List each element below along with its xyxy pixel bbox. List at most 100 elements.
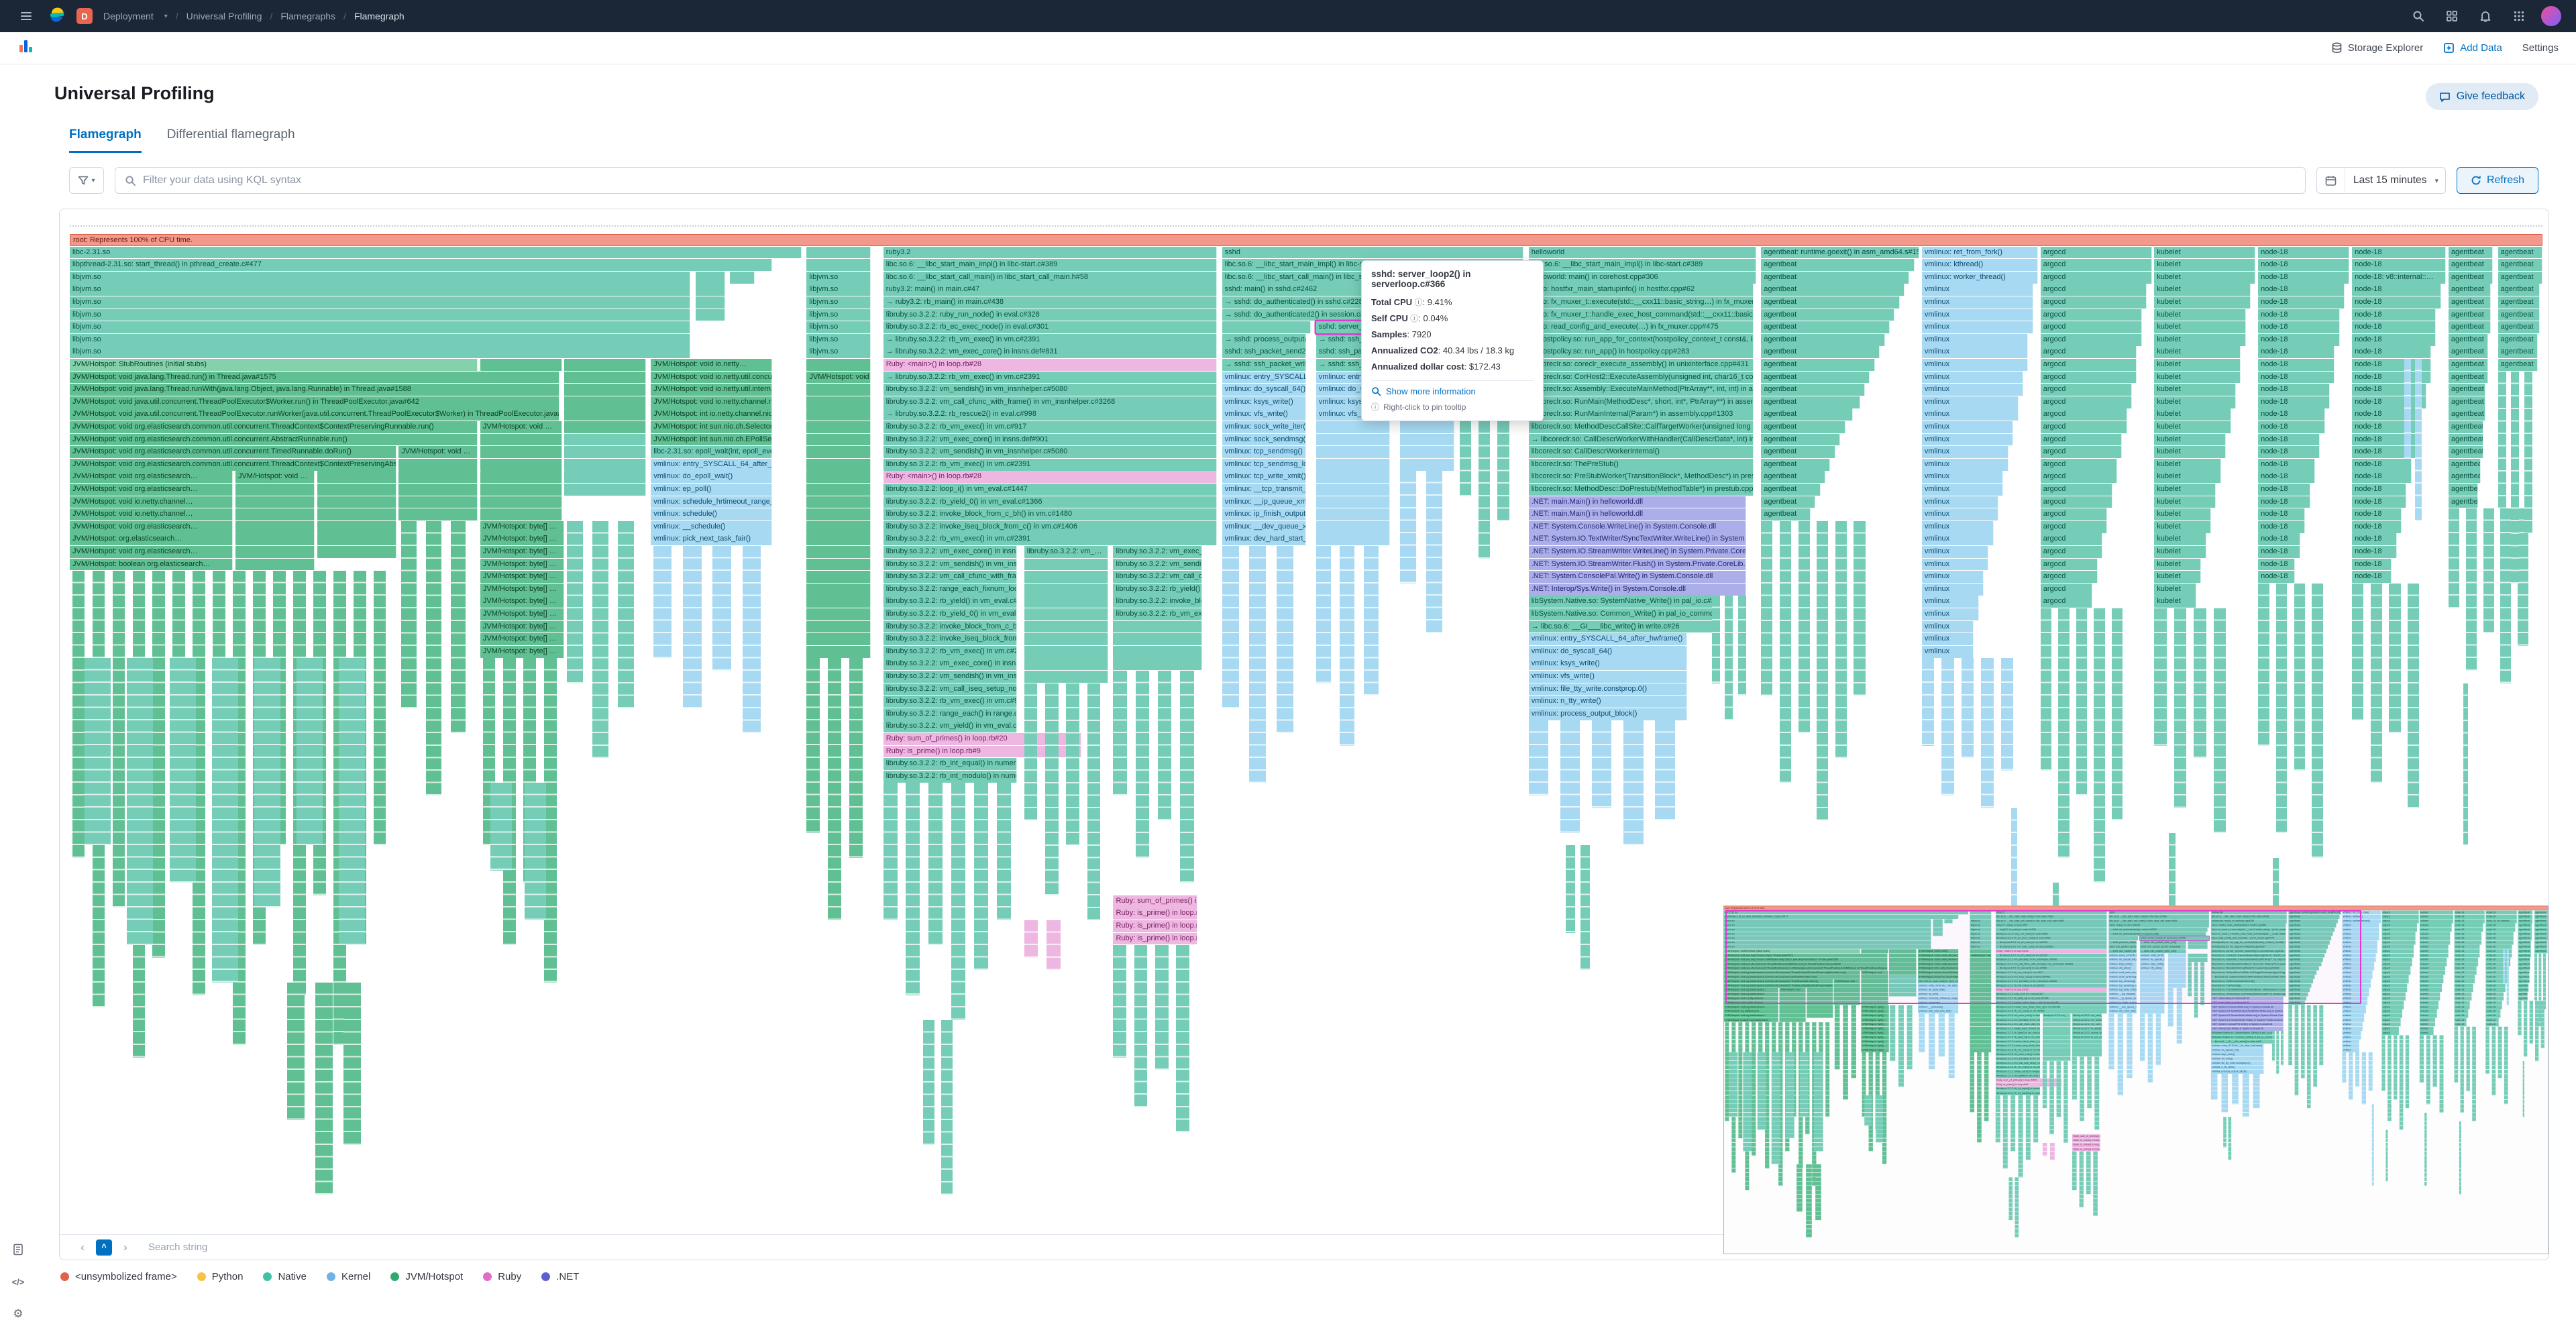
flame-frame[interactable]: kubelet	[2154, 484, 2216, 496]
flame-strand[interactable]	[1835, 520, 1847, 759]
flame-frame[interactable]: JVM/Hotspot: void …	[480, 421, 562, 433]
flame-frame[interactable]: kubelet	[2154, 508, 2212, 520]
flame-frame[interactable]: agentbeat: runtime.goexit() in asm_amd64…	[1761, 246, 1920, 259]
flame-strand[interactable]	[1560, 720, 1580, 833]
flame-frame[interactable]	[806, 571, 871, 583]
flame-frame[interactable]: agentbeat	[2448, 446, 2483, 458]
flame-strand[interactable]	[2258, 583, 2269, 746]
flame-frame[interactable]: agentbeat	[1761, 396, 1860, 408]
flame-frame[interactable]: agentbeat	[2448, 471, 2481, 484]
flame-frame[interactable]	[1316, 496, 1391, 508]
flame-frame[interactable]: libcoreclr.so: MethodDescCallSite::CallT…	[1528, 421, 1754, 433]
flame-frame[interactable]: agentbeat	[2448, 246, 2493, 259]
flame-frame[interactable]: JVM/Hotspot: void java.util.concurrent.T…	[70, 408, 559, 421]
flame-strand[interactable]	[1135, 671, 1150, 858]
flame-frame[interactable]: JVM/Hotspot: void org.elasticsearch…	[70, 546, 233, 558]
flame-strand[interactable]	[2483, 508, 2494, 634]
flame-frame[interactable]: node-18	[2258, 321, 2340, 333]
flame-frame[interactable]: JVM/Hotspot: void org.elasticsearch.comm…	[70, 433, 478, 446]
flame-frame[interactable]: vmlinux	[1921, 633, 1974, 645]
flame-strand[interactable]	[72, 571, 85, 858]
flame-frame[interactable]: node-18	[2258, 471, 2315, 484]
flame-frame[interactable]: Ruby: is_prime() in loop.rb#9	[1113, 932, 1197, 945]
flame-frame[interactable]	[806, 620, 871, 633]
flame-frame[interactable]: libruby.so.3.2.2: vm_call_cfunc_with_fra…	[1113, 571, 1203, 583]
flame-frame[interactable]: JVM/Hotspot: byte[] …	[480, 520, 565, 533]
flame-strand[interactable]	[1478, 396, 1491, 559]
flame-frame[interactable]: vmlinux: worker_thread()	[1921, 271, 2039, 284]
flame-strand[interactable]	[566, 520, 583, 683]
flame-strand[interactable]	[1155, 945, 1169, 1070]
flame-frame[interactable]: vmlinux	[1921, 583, 1984, 596]
flame-frame[interactable]: JVM/Hotspot: void io.netty.util.internal…	[651, 384, 772, 396]
flame-frame[interactable]: .NET: System.ConsolePal.Write() in Syste…	[1528, 571, 1747, 583]
flame-strand[interactable]	[996, 783, 1011, 920]
flame-frame[interactable]: argocd	[2040, 484, 2112, 496]
flame-frame[interactable]: vmlinux	[1921, 433, 2014, 446]
flame-frame[interactable]: vmlinux	[1921, 608, 1979, 620]
flame-strand[interactable]	[339, 658, 366, 946]
flame-frame[interactable]: agentbeat	[2448, 296, 2491, 309]
flame-frame[interactable]: vmlinux	[1921, 408, 2019, 421]
flame-frame[interactable]: node-18	[2352, 433, 2416, 446]
flame-frame[interactable]: agentbeat	[2498, 333, 2538, 346]
flame-strand[interactable]	[1400, 471, 1417, 584]
flame-frame[interactable]: node-18	[2258, 508, 2306, 520]
flame-frame[interactable]: vmlinux: entry_SYSCALL_64_after_hwframe(…	[1222, 371, 1306, 384]
flame-frame[interactable]: argocd	[2040, 309, 2142, 321]
flame-strand[interactable]	[1276, 546, 1293, 733]
flame-frame[interactable]: ruby3.2	[883, 246, 1218, 259]
flame-frame[interactable]	[1316, 508, 1391, 520]
flame-frame[interactable]	[806, 546, 871, 558]
flame-frame[interactable]: libruby.so.3.2.2: vm_sendish() in vm_ins…	[883, 446, 1218, 458]
flame-frame[interactable]: JVM/Hotspot: void …	[806, 371, 871, 384]
flame-frame[interactable]: agentbeat	[1761, 458, 1831, 471]
flame-frame[interactable]: kubelet	[2154, 433, 2226, 446]
flame-frame[interactable]: argocd	[2040, 408, 2127, 421]
flame-frame[interactable]	[564, 484, 646, 496]
flame-strand[interactable]	[1981, 658, 1994, 808]
flame-frame[interactable]: kubelet	[2154, 259, 2256, 271]
flame-strand[interactable]	[1363, 546, 1379, 696]
flame-frame[interactable]	[730, 271, 755, 284]
flame-frame[interactable]: vmlinux: sock_write_iter()	[1222, 421, 1306, 433]
flame-frame[interactable]	[317, 508, 396, 520]
flame-frame[interactable]	[806, 645, 871, 658]
flame-frame[interactable]	[1316, 471, 1391, 484]
flame-frame[interactable]: JVM/Hotspot: byte[] …	[480, 546, 565, 558]
flame-frame[interactable]: node-18	[2352, 246, 2447, 259]
flame-strand[interactable]	[193, 571, 205, 995]
minimap-selection[interactable]	[1725, 910, 2361, 1004]
flame-strand[interactable]	[2404, 359, 2411, 459]
flame-frame[interactable]	[1024, 620, 1109, 633]
universal-profiling-app-icon[interactable]	[17, 38, 34, 58]
flame-frame[interactable]: libcoreclr.so: CallDescrWorkerInternal()	[1528, 446, 1754, 458]
flame-frame[interactable]: argocd	[2040, 396, 2133, 408]
flame-strand[interactable]	[712, 546, 731, 671]
flame-frame[interactable]: node-18	[2258, 421, 2325, 433]
flame-frame[interactable]	[806, 259, 871, 271]
flame-strand[interactable]	[2511, 371, 2520, 584]
flame-frame[interactable]: agentbeat	[1761, 346, 1880, 359]
flame-frame[interactable]: node-18	[2352, 520, 2402, 533]
flame-frame[interactable]: vmlinux: entry_SYSCALL_64_after_hwframe(…	[1528, 633, 1687, 645]
flame-strand[interactable]	[373, 571, 386, 846]
flame-frame[interactable]: node-18	[2258, 433, 2320, 446]
flame-frame[interactable]: libSystem.Native.so: SystemNative_Write(…	[1528, 596, 1717, 608]
flame-frame[interactable]: kubelet	[2154, 246, 2256, 259]
flame-frame[interactable]	[806, 446, 871, 458]
flame-frame[interactable]: kubelet	[2154, 421, 2231, 433]
flame-frame[interactable]: JVM/Hotspot: StubRoutines (initial stubs…	[70, 359, 478, 371]
flame-frame[interactable]: argocd	[2040, 458, 2117, 471]
flame-frame[interactable]: vmlinux	[1921, 596, 1979, 608]
apps-icon[interactable]	[2508, 5, 2530, 27]
flame-frame[interactable]: vmlinux	[1921, 371, 2023, 384]
flame-frame[interactable]: libjvm.so	[806, 321, 871, 333]
flame-frame[interactable]: node-18	[2352, 496, 2407, 508]
flame-frame[interactable]: kubelet	[2154, 546, 2206, 558]
flame-strand[interactable]	[543, 658, 557, 983]
flame-frame[interactable]	[695, 271, 725, 284]
flame-frame[interactable]: node-18	[2258, 520, 2306, 533]
flame-frame[interactable]: node-18	[2352, 546, 2397, 558]
flame-frame[interactable]: agentbeat	[1761, 259, 1915, 271]
